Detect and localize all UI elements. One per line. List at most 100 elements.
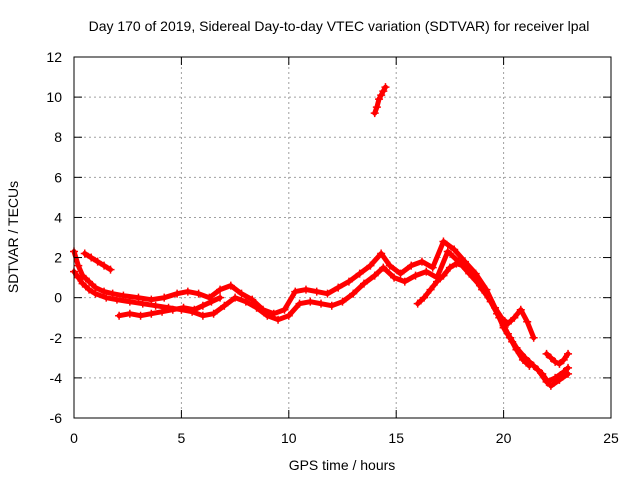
x-tick-label: 15 — [388, 430, 404, 446]
data-point — [512, 345, 521, 354]
y-tick-label: 4 — [54, 209, 62, 225]
data-point — [390, 273, 399, 282]
data-point — [198, 311, 207, 320]
data-point — [91, 289, 100, 298]
data-point — [85, 285, 94, 294]
data-point — [252, 303, 261, 312]
data-point — [375, 95, 384, 104]
data-point — [379, 87, 388, 96]
data-point — [179, 303, 188, 312]
data-point — [74, 273, 83, 282]
data-point — [190, 305, 199, 314]
plot-frame — [73, 56, 612, 419]
data-point — [559, 355, 568, 364]
data-point — [411, 271, 420, 280]
data-point — [183, 287, 192, 296]
data-point — [284, 311, 293, 320]
y-tick-label: 8 — [54, 129, 62, 145]
data-point — [443, 247, 452, 256]
data-point — [506, 333, 515, 342]
data-point — [478, 285, 487, 294]
data-point — [194, 289, 203, 298]
data-point — [158, 307, 167, 316]
x-tick-label: 0 — [70, 430, 78, 446]
data-point — [428, 263, 437, 272]
data-point — [334, 283, 343, 292]
data-point — [207, 297, 216, 306]
y-tick-label: 12 — [46, 49, 62, 65]
data-point — [106, 265, 115, 274]
grid-lines — [74, 57, 611, 418]
data-point — [396, 269, 405, 278]
data-point — [372, 103, 381, 112]
series-track-c — [80, 249, 115, 274]
data-point — [546, 353, 555, 362]
data-point — [301, 285, 310, 294]
data-point — [80, 249, 89, 258]
y-tick-label: 2 — [54, 250, 62, 266]
series-track-f — [493, 309, 534, 370]
data-point — [306, 297, 315, 306]
data-point — [542, 349, 551, 358]
data-point — [420, 293, 429, 302]
data-point — [417, 257, 426, 266]
data-point — [237, 289, 246, 298]
data-point — [516, 305, 525, 314]
data-point — [407, 261, 416, 270]
data-point — [220, 301, 229, 310]
data-point — [74, 261, 83, 270]
data-point — [295, 299, 304, 308]
data-point — [370, 109, 379, 118]
y-tick-label: -4 — [50, 370, 63, 386]
x-axis-ticks: 0 5 10 15 20 25 — [70, 57, 619, 446]
data-point — [291, 287, 300, 296]
data-point — [100, 261, 109, 270]
data-point — [510, 313, 519, 322]
data-point — [413, 299, 422, 308]
y-tick-label: -2 — [50, 330, 63, 346]
data-point — [546, 381, 555, 390]
data-point — [134, 293, 143, 302]
data-point — [136, 311, 145, 320]
data-point — [216, 293, 225, 302]
data-point — [209, 309, 218, 318]
data-point — [555, 359, 564, 368]
data-point — [439, 237, 448, 246]
data-point — [312, 287, 321, 296]
data-point — [555, 375, 564, 384]
data-point — [327, 301, 336, 310]
y-tick-label: 6 — [54, 169, 62, 185]
data-point — [370, 271, 379, 280]
data-point — [87, 253, 96, 262]
data-point — [452, 259, 461, 268]
data-point — [499, 321, 508, 330]
data-point — [173, 289, 182, 298]
series-track-g — [542, 349, 573, 368]
x-tick-label: 10 — [281, 430, 297, 446]
data-point — [349, 289, 358, 298]
data-point — [465, 267, 474, 276]
data-point — [280, 305, 289, 314]
data-point — [484, 293, 493, 302]
y-tick-label: 0 — [54, 290, 62, 306]
data-point — [115, 311, 124, 320]
data-point — [471, 275, 480, 284]
data-point — [112, 295, 121, 304]
data-point — [433, 277, 442, 286]
data-point — [198, 301, 207, 310]
data-point — [216, 285, 225, 294]
data-point — [355, 269, 364, 278]
data-point — [377, 91, 386, 100]
data-point — [551, 357, 560, 366]
data-point — [323, 289, 332, 298]
data-point — [125, 309, 134, 318]
data-point — [78, 279, 87, 288]
data-point — [385, 261, 394, 270]
chart-title: Day 170 of 2019, Sidereal Day-to-day VTE… — [89, 18, 590, 34]
data-point — [160, 293, 169, 302]
data-point — [525, 361, 534, 370]
series-track-h — [370, 83, 390, 118]
data-point — [344, 277, 353, 286]
data-point — [151, 301, 160, 310]
